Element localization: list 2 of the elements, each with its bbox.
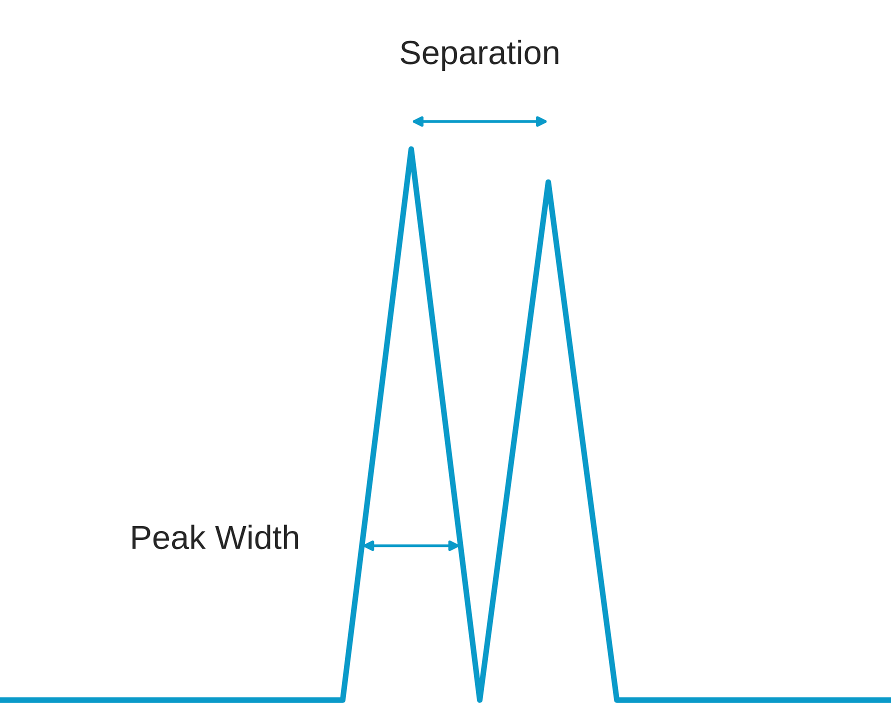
text: Separation [400, 40, 558, 71]
annotation: Peak Width [132, 524, 298, 550]
